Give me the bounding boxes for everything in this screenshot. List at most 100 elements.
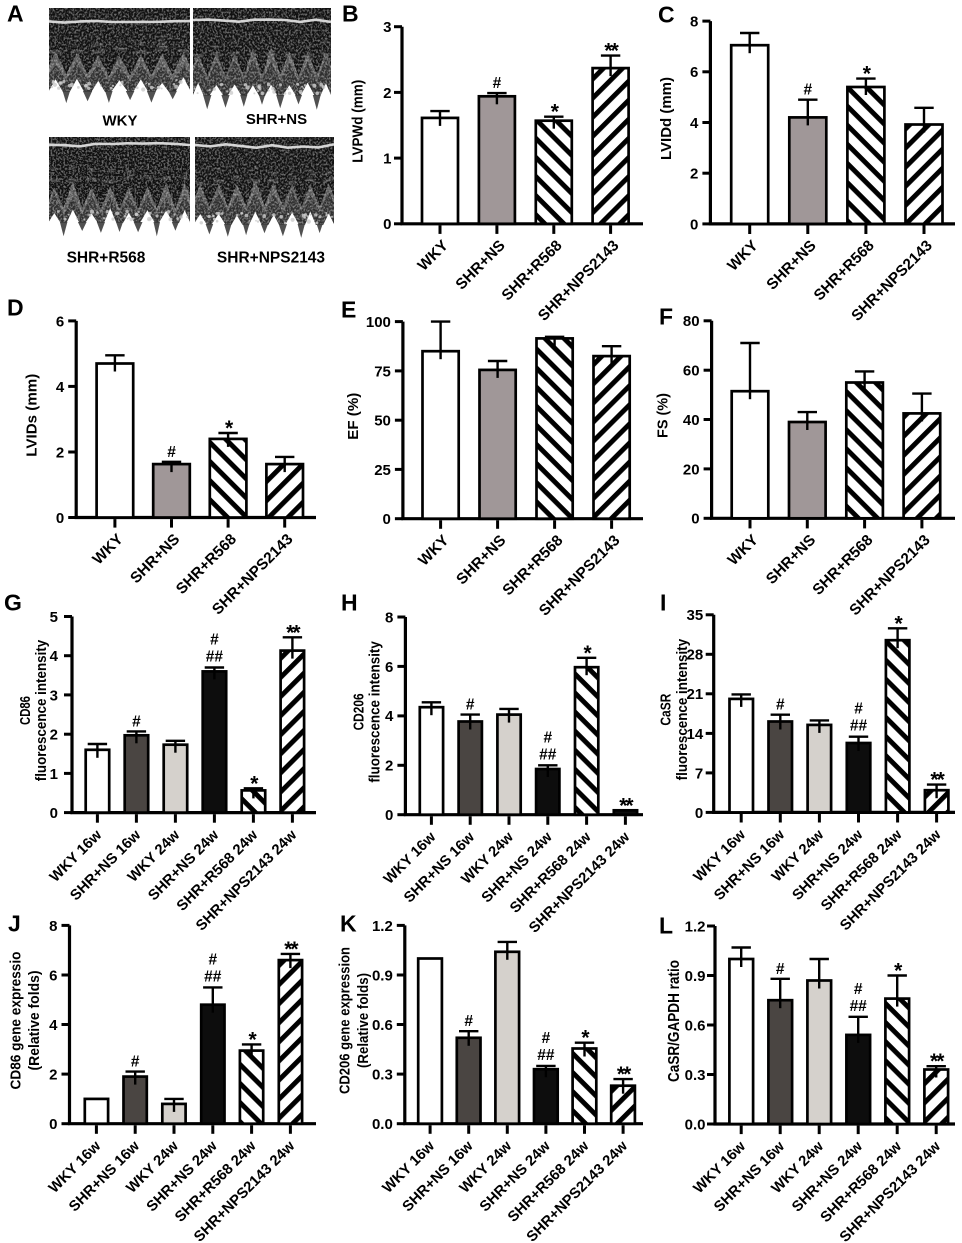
svg-text:0.0: 0.0 [372, 1116, 393, 1133]
svg-text:(Relative folds): (Relative folds) [355, 973, 372, 1068]
svg-text:K: K [340, 911, 357, 937]
svg-text:20: 20 [683, 461, 700, 478]
svg-text:#: # [464, 1013, 473, 1030]
svg-text:*: * [895, 612, 904, 635]
svg-text:##: ## [537, 1047, 555, 1064]
svg-text:J: J [8, 911, 21, 937]
svg-text:WKY: WKY [103, 113, 138, 130]
svg-text:0: 0 [690, 216, 698, 233]
svg-text:#: # [131, 1054, 140, 1071]
svg-text:*: * [894, 960, 903, 983]
svg-text:LVIDs (mm): LVIDs (mm) [25, 374, 41, 457]
svg-text:B: B [342, 1, 359, 27]
svg-text:7: 7 [695, 765, 703, 782]
svg-text:14: 14 [687, 726, 704, 743]
svg-text:LVIDd (mm): LVIDd (mm) [659, 77, 675, 160]
svg-text:##: ## [850, 718, 868, 735]
svg-text:##: ## [206, 649, 224, 666]
svg-text:SHR+NS: SHR+NS [453, 237, 509, 293]
svg-text:8: 8 [49, 918, 57, 935]
svg-text:WKY: WKY [415, 532, 452, 569]
svg-text:CD206: CD206 [350, 693, 367, 730]
svg-text:G: G [4, 590, 22, 616]
svg-text:3: 3 [50, 687, 58, 704]
svg-text:0: 0 [50, 805, 58, 822]
svg-text:SHR+NPS2143: SHR+NPS2143 [217, 250, 326, 267]
svg-text:6: 6 [56, 313, 64, 330]
svg-text:3: 3 [383, 19, 391, 36]
svg-text:#: # [542, 1030, 551, 1047]
svg-text:CaSR: CaSR [657, 693, 674, 725]
svg-text:SHR+NS: SHR+NS [127, 531, 183, 587]
svg-text:fluorescence intensity: fluorescence intensity [33, 639, 50, 781]
svg-text:F: F [659, 304, 673, 330]
svg-text:0: 0 [383, 511, 391, 528]
svg-text:L: L [659, 913, 673, 939]
svg-text:E: E [341, 297, 356, 323]
svg-text:#: # [132, 713, 141, 730]
svg-text:A: A [7, 1, 24, 27]
svg-text:4: 4 [49, 1017, 58, 1034]
svg-text:fluorescence intensity: fluorescence intensity [674, 638, 691, 780]
svg-text:0: 0 [56, 510, 64, 527]
svg-text:50: 50 [374, 413, 391, 430]
svg-text:0.0: 0.0 [685, 1116, 706, 1133]
svg-text:25: 25 [374, 462, 391, 479]
svg-text:#: # [167, 444, 176, 461]
svg-text:40: 40 [683, 412, 700, 429]
svg-text:##: ## [850, 998, 868, 1015]
svg-text:*: * [551, 101, 560, 124]
svg-text:2: 2 [56, 444, 64, 461]
svg-text:80: 80 [683, 313, 700, 330]
svg-text:SHR+NS: SHR+NS [763, 532, 819, 588]
svg-text:0: 0 [691, 511, 699, 528]
svg-text:H: H [341, 590, 358, 616]
svg-text:6: 6 [385, 659, 393, 676]
svg-text:4: 4 [50, 648, 59, 665]
svg-text:#: # [776, 961, 785, 978]
svg-text:SHR+NS: SHR+NS [763, 237, 819, 293]
svg-text:**: ** [604, 40, 619, 63]
svg-text:1: 1 [383, 151, 391, 168]
svg-text:4: 4 [690, 115, 699, 132]
svg-text:##: ## [204, 968, 222, 985]
svg-text:SHR+NS: SHR+NS [453, 532, 509, 588]
svg-text:(Relative folds): (Relative folds) [26, 971, 43, 1071]
svg-text:5: 5 [50, 609, 58, 626]
svg-text:100: 100 [366, 314, 391, 331]
svg-text:1.2: 1.2 [372, 918, 393, 935]
svg-text:0.9: 0.9 [372, 967, 393, 984]
svg-text:CD206 gene expression: CD206 gene expression [337, 947, 354, 1094]
svg-text:*: * [250, 772, 259, 795]
svg-text:*: * [581, 1027, 590, 1050]
svg-text:0: 0 [385, 807, 393, 824]
svg-text:D: D [7, 295, 24, 321]
svg-text:21: 21 [687, 686, 704, 703]
svg-text:#: # [854, 981, 863, 998]
svg-text:35: 35 [687, 607, 704, 624]
svg-text:*: * [249, 1028, 258, 1051]
svg-text:8: 8 [385, 609, 393, 626]
svg-text:0: 0 [695, 805, 703, 822]
svg-text:0: 0 [49, 1116, 57, 1133]
svg-text:1.2: 1.2 [685, 918, 706, 935]
svg-text:SHR+NS: SHR+NS [246, 111, 307, 128]
svg-text:CD86: CD86 [17, 696, 34, 725]
svg-text:##: ## [539, 746, 557, 763]
svg-text:0.6: 0.6 [685, 1017, 706, 1034]
svg-text:CaSR/GAPDH ratio: CaSR/GAPDH ratio [666, 960, 683, 1082]
svg-text:28: 28 [687, 647, 704, 664]
svg-text:C: C [658, 2, 675, 28]
svg-text:I: I [660, 590, 666, 616]
svg-text:**: ** [284, 938, 299, 961]
svg-text:8: 8 [690, 14, 698, 31]
svg-text:EF (%): EF (%) [345, 393, 362, 440]
svg-text:SHR+R568: SHR+R568 [67, 250, 146, 267]
svg-text:**: ** [930, 769, 945, 792]
svg-text:0: 0 [383, 216, 391, 233]
svg-text:LVPWd (mm): LVPWd (mm) [351, 80, 367, 163]
svg-text:0.3: 0.3 [685, 1067, 706, 1084]
svg-text:#: # [466, 697, 475, 714]
svg-text:**: ** [286, 621, 301, 644]
svg-text:#: # [493, 75, 502, 92]
